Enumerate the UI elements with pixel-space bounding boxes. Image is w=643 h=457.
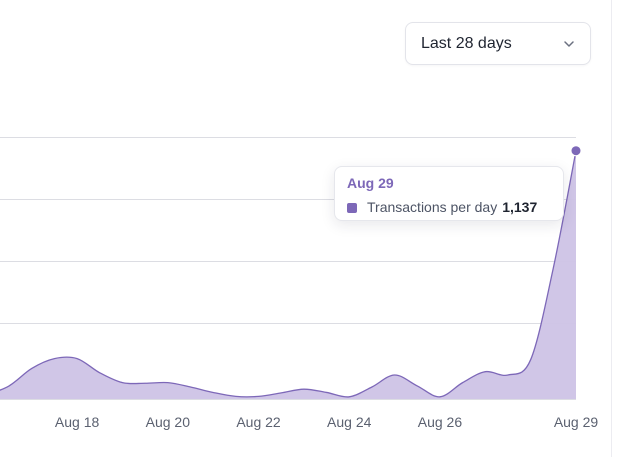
chart-tooltip: Aug 29 Transactions per day 1,137 [334, 166, 564, 221]
tooltip-row: Transactions per day 1,137 [347, 199, 551, 216]
date-range-label: Last 28 days [421, 34, 512, 52]
series-line [0, 150, 577, 398]
series-swatch-icon [347, 202, 357, 213]
tooltip-date: Aug 29 [347, 175, 394, 191]
series-area [0, 145, 582, 399]
date-range-select[interactable]: Last 28 days [405, 22, 591, 65]
x-tick-label: Aug 18 [55, 414, 100, 430]
tooltip-value: 1,137 [502, 199, 538, 215]
x-tick-label: Aug 24 [327, 414, 372, 430]
highlighted-point[interactable] [570, 145, 582, 157]
tooltip-series-name: Transactions per day [367, 199, 498, 215]
chevron-down-icon [564, 40, 574, 47]
x-axis-ticks: Aug 18 Aug 20 Aug 22 Aug 24 Aug 26 Aug 29 [55, 414, 598, 430]
panel-divider [611, 0, 612, 457]
x-tick-label: Aug 20 [146, 414, 191, 430]
series-area-fill [0, 150, 576, 399]
x-tick-label: Aug 29 [554, 414, 599, 430]
x-tick-label: Aug 22 [236, 414, 281, 430]
x-tick-label: Aug 26 [418, 414, 463, 430]
